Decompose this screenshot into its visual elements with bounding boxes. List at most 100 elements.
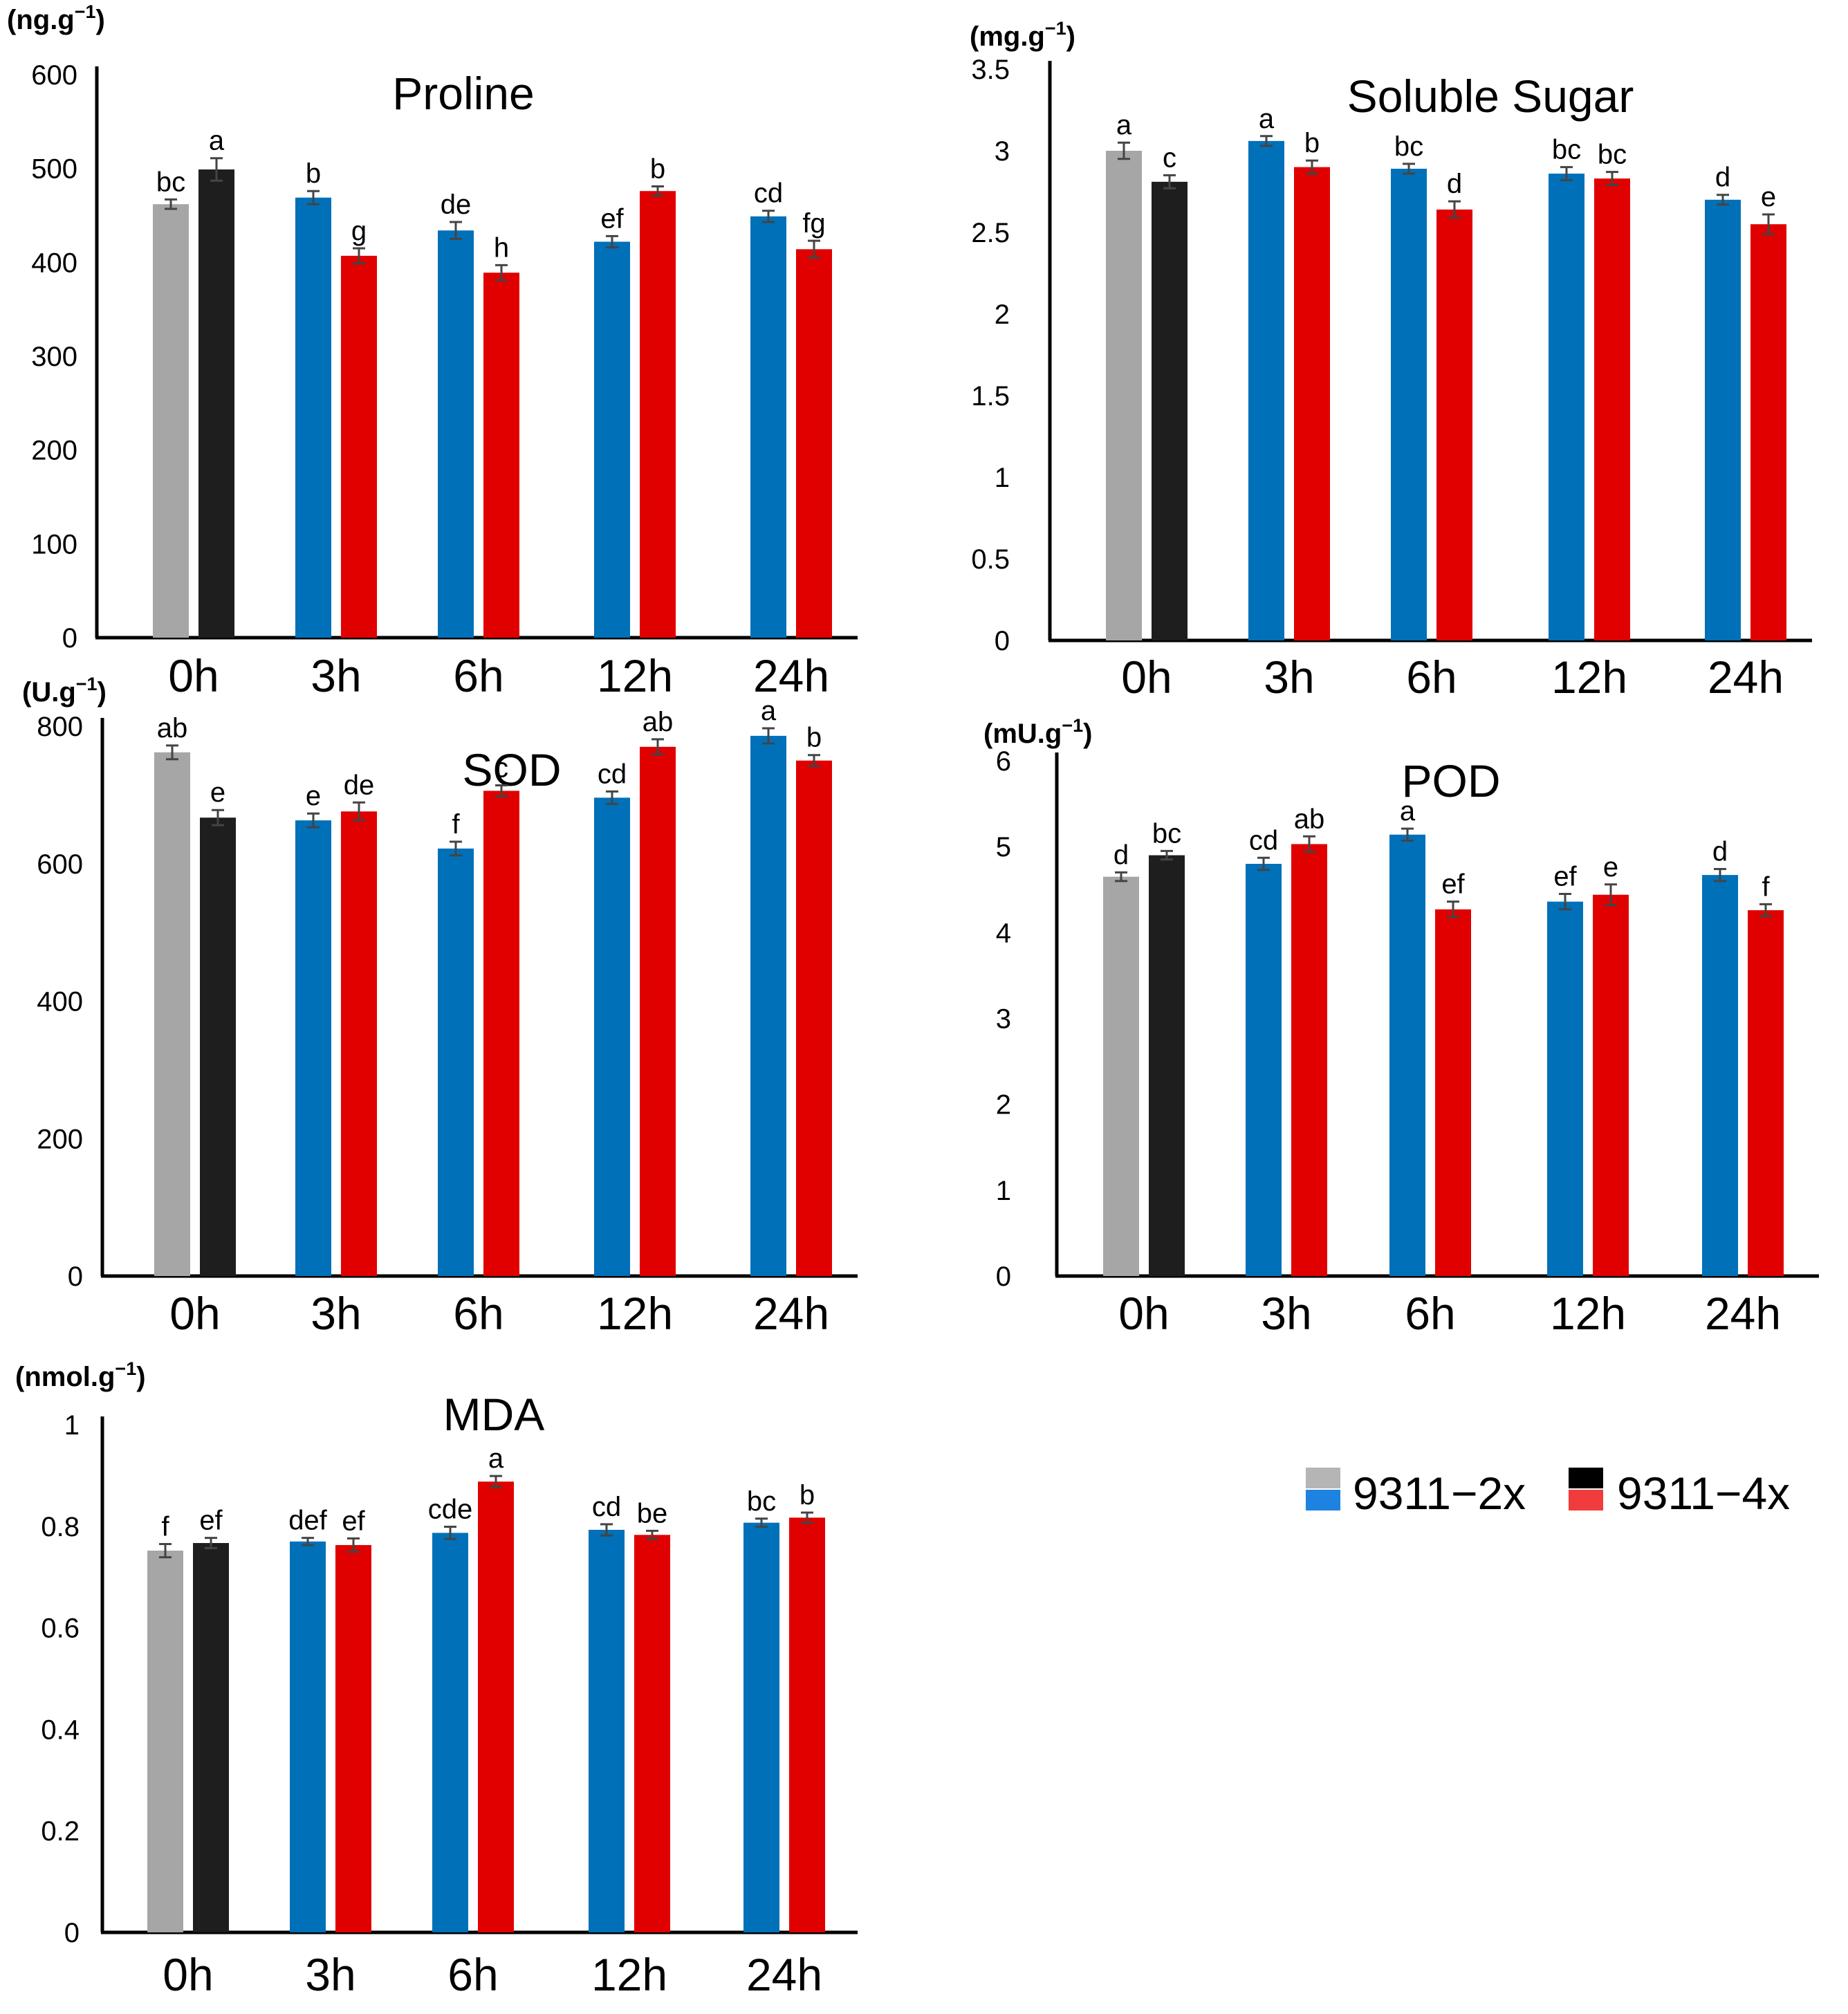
bar-mda-12h-2x xyxy=(589,1529,625,1932)
bar-pod-0h-2x xyxy=(1103,876,1139,1276)
significance-letter: ef xyxy=(1553,861,1577,891)
y-tick-label: 800 xyxy=(37,712,83,742)
error-bar xyxy=(1401,827,1414,842)
significance-letter: bc xyxy=(1598,140,1627,170)
chart-proline: 0 100 200 300 400 500 600 (ng.g−1) Proline 0h 3h 6h… xyxy=(7,1,858,701)
y-tick-label: 200 xyxy=(31,436,77,466)
bar-proline-12h-2x xyxy=(594,241,630,638)
bar-soluble-sugar-12h-2x xyxy=(1549,174,1584,641)
error-bar xyxy=(159,1542,172,1559)
x-tick-label: 24h xyxy=(746,1949,822,2000)
error-bar xyxy=(1559,892,1571,911)
y-axis-unit: (nmol.g−1) xyxy=(15,1358,146,1392)
y-tick-label: 0 xyxy=(996,1262,1011,1292)
significance-letter: e xyxy=(1761,182,1776,212)
y-tick-label: 0.5 xyxy=(971,544,1010,575)
significance-letter: c xyxy=(495,752,508,783)
significance-letter: bc xyxy=(156,167,185,197)
y-tick-label: 3 xyxy=(996,1004,1011,1035)
bar-sod-0h-2x xyxy=(154,752,190,1276)
bar-soluble-sugar-6h-4x xyxy=(1436,209,1472,641)
significance-letter: d xyxy=(1447,169,1462,199)
bar-mda-3h-4x xyxy=(335,1544,371,1932)
error-bar xyxy=(353,801,365,822)
x-tick-label: 12h xyxy=(597,650,673,701)
y-tick-label: 600 xyxy=(31,60,77,91)
significance-letter: b xyxy=(806,723,822,753)
significance-letter: ef xyxy=(1441,869,1465,900)
significance-letter: ab xyxy=(1294,804,1325,834)
error-bar xyxy=(302,1537,314,1546)
bar-mda-3h-2x xyxy=(290,1541,326,1932)
significance-letter: def xyxy=(288,1506,327,1536)
bar-mda-0h-4x xyxy=(193,1543,229,1932)
x-tick-label: 6h xyxy=(1406,652,1457,703)
y-axis-unit: (mU.g−1) xyxy=(983,715,1092,749)
bar-proline-24h-4x xyxy=(796,249,832,638)
bar-soluble-sugar-0h-4x xyxy=(1152,181,1188,641)
y-tick-label: 1 xyxy=(996,1176,1011,1206)
significance-letter: f xyxy=(452,809,460,840)
significance-letter: a xyxy=(488,1443,504,1474)
legend-swatch-4x-control xyxy=(1569,1468,1603,1488)
error-bar xyxy=(755,1517,768,1528)
y-tick-label: 400 xyxy=(37,987,83,1017)
significance-letter: d xyxy=(1715,163,1730,193)
bar-sod-12h-4x xyxy=(640,746,676,1276)
error-bar xyxy=(495,264,508,281)
significance-letter: bc xyxy=(1552,135,1581,165)
bar-soluble-sugar-12h-4x xyxy=(1594,178,1630,640)
bar-proline-24h-2x xyxy=(750,216,786,638)
error-bar xyxy=(1717,194,1729,206)
legend-swatch-2x-treatment xyxy=(1306,1490,1340,1510)
error-bar xyxy=(808,239,820,259)
x-tick-label: 6h xyxy=(453,650,503,701)
error-bar xyxy=(1257,856,1270,871)
error-bar xyxy=(801,1511,813,1524)
significance-letter: ef xyxy=(600,203,624,234)
y-tick-label: 0 xyxy=(995,626,1010,656)
y-tick-label: 200 xyxy=(37,1124,83,1154)
y-tick-label: 0 xyxy=(64,1918,80,1948)
legend-swatch-2x-control xyxy=(1306,1468,1340,1488)
significance-letter: cd xyxy=(1249,825,1278,856)
bar-proline-3h-4x xyxy=(341,255,377,638)
error-bar xyxy=(165,198,177,210)
x-tick-label: 12h xyxy=(1551,652,1627,703)
x-tick-label: 0h xyxy=(1121,652,1172,703)
y-tick-label: 600 xyxy=(37,849,83,880)
x-tick-label: 0h xyxy=(168,650,219,701)
error-bar xyxy=(1260,135,1273,147)
y-tick-label: 300 xyxy=(31,342,77,372)
error-bar xyxy=(1606,171,1618,187)
x-tick-label: 12h xyxy=(1550,1288,1626,1339)
significance-letter: cd xyxy=(598,759,627,789)
bar-proline-0h-2x xyxy=(153,204,189,638)
chart-title: POD xyxy=(1401,755,1500,806)
bar-mda-6h-2x xyxy=(432,1533,468,1932)
error-bar xyxy=(444,1526,456,1540)
y-tick-label: 2 xyxy=(996,1090,1011,1120)
error-bar xyxy=(652,738,664,756)
bar-sod-12h-2x xyxy=(594,797,630,1276)
error-bar xyxy=(1403,163,1415,175)
x-tick-label: 3h xyxy=(311,650,361,701)
bar-sod-3h-4x xyxy=(341,811,377,1276)
bar-pod-12h-4x xyxy=(1593,894,1629,1276)
significance-letter: a xyxy=(1259,104,1275,134)
error-bar xyxy=(1161,849,1173,861)
x-tick-label: 0h xyxy=(1118,1288,1169,1339)
error-bar xyxy=(495,784,508,797)
bar-mda-24h-2x xyxy=(743,1522,779,1932)
bar-proline-6h-2x xyxy=(438,230,474,638)
x-tick-label: 6h xyxy=(447,1949,498,2000)
y-tick-label: 2 xyxy=(995,299,1010,330)
error-bar xyxy=(1560,166,1573,181)
y-tick-label: 0.2 xyxy=(41,1816,80,1847)
bar-soluble-sugar-24h-4x xyxy=(1750,224,1786,640)
error-bar xyxy=(490,1475,502,1488)
bar-pod-3h-4x xyxy=(1291,844,1327,1276)
